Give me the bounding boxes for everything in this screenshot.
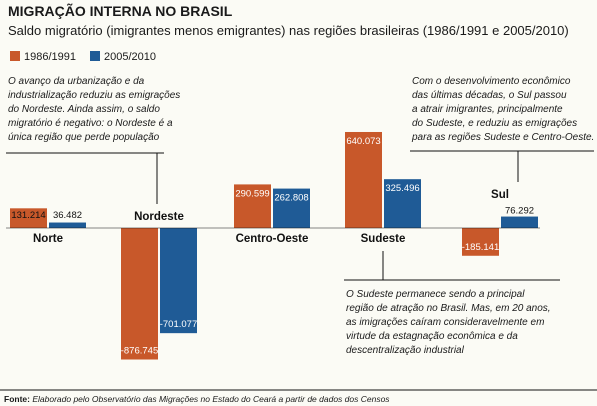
legend-swatch-1986-1991 xyxy=(10,51,20,61)
legend-label-2005-2010: 2005/2010 xyxy=(104,51,156,63)
annotation-sul-line-4: do Sudeste, e reduziu as emigrações xyxy=(412,118,577,129)
value-label-sul-2005-2010: 76.292 xyxy=(505,206,534,217)
value-labels-group: 131.214 36.482 -876.745 -701.077 290.599 262.… xyxy=(11,136,534,357)
annotation-sul-line-3: a atrair imigrantes, principalmente xyxy=(412,104,563,115)
source-text: Elaborado pelo Observatório das Migraçõe… xyxy=(32,394,390,404)
bar-norte-1986-1991 xyxy=(10,208,47,228)
annotation-sudeste-line-1: O Sudeste permanece sendo a principal xyxy=(346,289,525,300)
annotation-sul-line-5: para as regiões Sudeste e Centro-Oeste. xyxy=(411,132,594,143)
bar-centro-oeste-1986-1991 xyxy=(234,184,271,228)
bar-nordeste-1986-1991 xyxy=(121,228,158,360)
annotation-nordeste-line-3: do Nordeste. Ainda assim, o saldo xyxy=(8,104,160,115)
source-note: Fonte: Elaborado pelo Observatório das M… xyxy=(4,394,390,404)
annotation-sul-line-2: das últimas décadas, o Sul passou xyxy=(412,90,567,101)
value-label-centro-oeste-1986-1991: 290.599 xyxy=(235,188,269,199)
bar-nordeste-2005-2010 xyxy=(160,228,197,334)
value-label-sudeste-2005-2010: 325.496 xyxy=(385,183,419,194)
value-label-nordeste-2005-2010: -701.077 xyxy=(160,319,198,330)
annotation-sul: Com o desenvolvimento econômico das últi… xyxy=(410,76,594,182)
value-label-sul-1986-1991: -185.141 xyxy=(462,242,500,253)
annotation-sudeste-line-4: virtude da estagnação econômica e da xyxy=(346,331,518,342)
annotation-nordeste-line-5: única região que perde população xyxy=(8,132,160,143)
source-label: Fonte: xyxy=(4,394,30,404)
chart-subtitle: Saldo migratório (imigrantes menos emigr… xyxy=(8,23,569,38)
value-label-norte-2005-2010: 36.482 xyxy=(53,210,82,221)
region-labels-group: Norte Nordeste Centro-Oeste Sudeste Sul xyxy=(33,189,509,245)
region-label-nordeste: Nordeste xyxy=(134,211,184,223)
value-label-norte-1986-1991: 131.214 xyxy=(11,210,45,221)
annotation-sudeste-line-2: região de atração no Brasil. Mas, em 20 … xyxy=(346,303,551,314)
region-label-centro-oeste: Centro-Oeste xyxy=(236,233,309,245)
legend: 1986/1991 2005/2010 xyxy=(10,51,156,63)
bar-sudeste-1986-1991 xyxy=(345,131,382,228)
region-label-norte: Norte xyxy=(33,233,63,245)
annotation-sudeste-line-5: descentralização industrial xyxy=(346,345,465,356)
annotation-sul-line-1: Com o desenvolvimento econômico xyxy=(412,76,571,87)
annotation-nordeste-line-4: migratório é negativo: o Nordeste é a xyxy=(8,118,173,129)
bar-sudeste-2005-2010 xyxy=(384,179,421,228)
legend-label-1986-1991: 1986/1991 xyxy=(24,51,76,63)
bars-group xyxy=(6,131,540,360)
bar-sul-2005-2010 xyxy=(501,216,538,228)
region-label-sul: Sul xyxy=(491,189,509,201)
value-label-nordeste-1986-1991: -876.745 xyxy=(121,346,159,357)
region-label-sudeste: Sudeste xyxy=(361,233,406,245)
annotation-sudeste-line-3: as imigrações caíram consideravelmente e… xyxy=(346,317,544,328)
bar-centro-oeste-2005-2010 xyxy=(273,188,310,228)
annotation-sudeste: O Sudeste permanece sendo a principal re… xyxy=(344,251,560,356)
annotation-nordeste-line-2: industrialização reduziu as emigrações xyxy=(8,90,180,101)
chart-title: MIGRAÇÃO INTERNA NO BRASIL xyxy=(8,2,233,19)
value-label-sudeste-1986-1991: 640.073 xyxy=(346,136,380,147)
bar-sul-1986-1991 xyxy=(462,228,499,256)
legend-swatch-2005-2010 xyxy=(90,51,100,61)
annotation-nordeste-line-1: O avanço da urbanização e da xyxy=(8,76,145,87)
bar-norte-2005-2010 xyxy=(49,222,86,228)
value-label-centro-oeste-2005-2010: 262.808 xyxy=(274,193,308,204)
annotation-nordeste: O avanço da urbanização e da industriali… xyxy=(6,76,180,204)
